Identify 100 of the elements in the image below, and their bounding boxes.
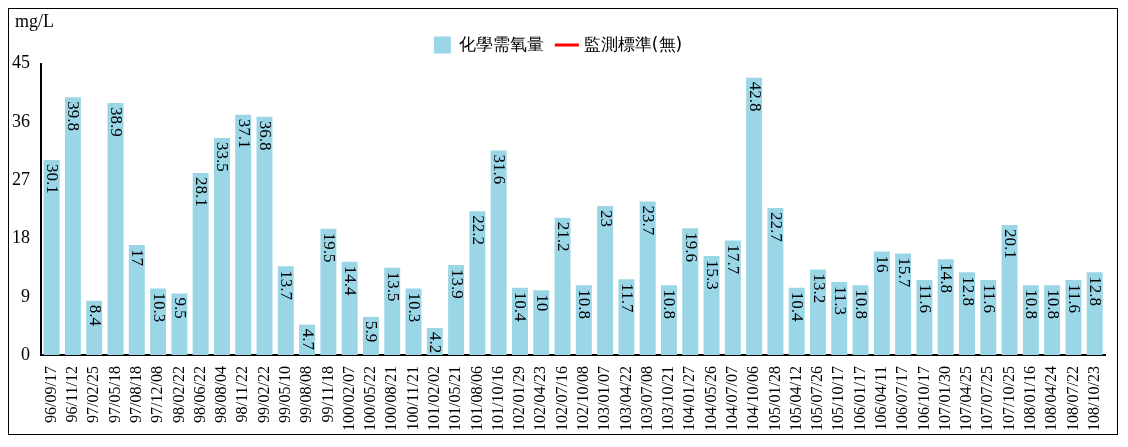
data-label: 22.2 (468, 215, 488, 246)
legend-label: 監測標準(無) (583, 33, 683, 54)
x-tick-label: 108/10/23 (1084, 366, 1102, 431)
data-label: 19.6 (681, 232, 701, 262)
data-label: 13.2 (809, 273, 829, 304)
bar (107, 103, 124, 356)
data-label: 10.4 (511, 291, 531, 322)
bar (448, 265, 465, 356)
bar (809, 269, 826, 356)
data-label: 10.8 (660, 289, 680, 319)
x-tick-label: 107/10/25 (999, 366, 1017, 431)
x-tick-label: 108/04/24 (1042, 366, 1060, 431)
y-tick-label: 36 (12, 110, 30, 131)
data-label: 10.3 (149, 292, 169, 323)
data-label: 11.6 (979, 283, 999, 314)
bar (895, 253, 912, 356)
x-tick-label: 105/10/17 (829, 366, 847, 431)
bar (533, 290, 550, 356)
x-tick-label: 101/10/16 (488, 366, 506, 431)
x-tick-label: 99/02/22 (254, 366, 272, 423)
data-label: 17.7 (724, 244, 744, 275)
data-label: 19.5 (319, 232, 339, 263)
x-tick-label: 99/05/10 (276, 366, 293, 423)
data-label: 23.7 (639, 205, 659, 236)
bar (64, 97, 81, 356)
y-tick-label: 45 (12, 52, 30, 73)
data-label: 21.2 (554, 221, 574, 252)
y-tick-label: 9 (21, 285, 30, 306)
y-axis-title: mg/L (15, 10, 54, 31)
data-label: 5.9 (362, 320, 382, 343)
x-tick-label: 106/07/17 (893, 366, 911, 431)
data-label: 13.9 (447, 269, 467, 299)
x-tick-label: 97/08/18 (126, 366, 144, 423)
x-tick-label: 104/01/27 (680, 366, 698, 431)
x-tick-label: 106/10/17 (914, 366, 932, 431)
data-label: 37.1 (234, 118, 254, 149)
x-tick-label: 105/07/26 (808, 366, 826, 431)
data-label: 10 (532, 294, 552, 312)
data-label: 17 (128, 248, 148, 267)
data-label: 38.9 (107, 107, 127, 137)
x-tick-label: 107/07/25 (978, 366, 996, 431)
x-tick-label: 103/07/08 (637, 366, 655, 431)
x-tick-label: 99/08/08 (297, 366, 315, 423)
bar (277, 266, 294, 356)
data-label: 10.8 (575, 289, 595, 319)
bar (320, 228, 337, 356)
data-label: 39.8 (64, 101, 84, 132)
data-label: 11.6 (915, 283, 935, 314)
x-tick-label: 97/02/25 (84, 366, 102, 423)
x-tick-label: 98/06/22 (190, 366, 208, 423)
bar (937, 259, 954, 356)
data-label: 14.8 (937, 263, 957, 293)
y-tick-label: 27 (12, 168, 30, 189)
bar (469, 211, 486, 356)
data-label: 10.3 (405, 292, 425, 323)
bar (490, 150, 507, 356)
data-label: 10.4 (788, 291, 808, 322)
bar (128, 244, 145, 356)
data-label: 42.8 (745, 81, 765, 112)
data-label: 12.8 (958, 276, 978, 306)
data-label: 14.4 (341, 265, 361, 297)
x-tick-label: 108/01/16 (1021, 366, 1039, 431)
x-tick-label: 98/08/04 (212, 366, 230, 423)
data-label: 22.7 (766, 212, 786, 243)
data-label: 9.5 (170, 297, 190, 319)
bar (746, 77, 763, 356)
x-tick-label: 103/04/22 (616, 366, 634, 431)
data-label: 13.7 (277, 270, 297, 301)
x-tick-label: 106/04/11 (872, 366, 890, 431)
x-tick-label: 97/05/18 (105, 366, 123, 423)
x-tick-label: 100/05/22 (361, 366, 379, 431)
x-tick-label: 104/07/07 (723, 366, 741, 431)
data-label: 33.5 (213, 142, 233, 172)
x-tick-label: 100/02/07 (339, 366, 357, 431)
bar (597, 206, 614, 356)
x-tick-label: 100/11/21 (403, 366, 421, 431)
data-label: 4.2 (426, 331, 446, 354)
data-label: 11.7 (617, 283, 637, 313)
x-tick-label: 98/02/22 (169, 366, 187, 423)
x-tick-label: 103/10/21 (659, 366, 677, 431)
data-label: 15.7 (894, 257, 914, 288)
bar (1001, 224, 1018, 356)
bar (703, 256, 720, 356)
bar (618, 279, 635, 356)
bar (724, 240, 741, 356)
x-tick-label: 105/04/12 (786, 366, 804, 431)
data-label: 23 (596, 210, 616, 228)
x-tick-label: 107/01/30 (935, 366, 953, 431)
bar (341, 261, 358, 356)
data-label: 36.8 (256, 120, 276, 151)
data-label: 28.1 (192, 177, 212, 207)
x-tick-label: 102/04/23 (531, 366, 549, 431)
bar (873, 251, 890, 356)
data-label: 16 (873, 255, 893, 273)
data-label: 31.6 (490, 154, 510, 185)
data-label: 10.8 (852, 289, 872, 319)
data-label: 12.8 (1086, 276, 1106, 306)
data-label: 13.5 (383, 271, 403, 302)
x-tick-label: 102/01/29 (510, 366, 528, 431)
x-tick-label: 96/09/17 (41, 366, 59, 423)
